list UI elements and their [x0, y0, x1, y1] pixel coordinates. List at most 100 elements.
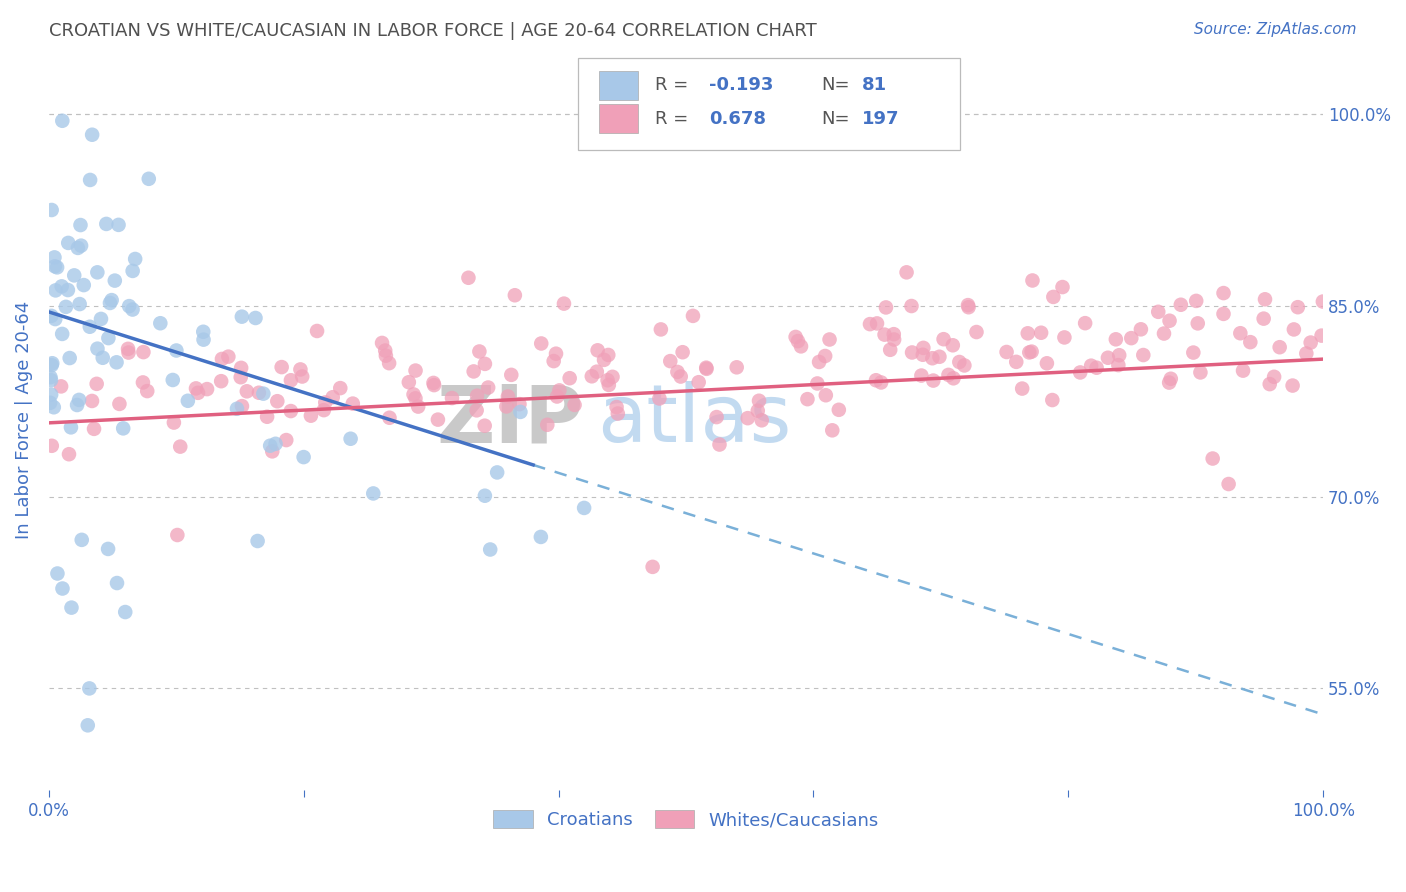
Text: 0.678: 0.678 [709, 110, 766, 128]
Point [586, 343, 609, 358]
Point [1005, 355, 1028, 369]
Point [606, 407, 628, 421]
Point [39, 373, 62, 387]
Point [787, 334, 810, 348]
Point [1201, 451, 1223, 466]
Point [581, 369, 603, 384]
Point [299, 409, 322, 423]
Point [49, 379, 72, 393]
Point [276, 433, 298, 447]
Point [44, 251, 66, 265]
Point [474, 489, 496, 503]
Point [79, 319, 101, 334]
Point [59, 351, 82, 365]
Point [66, 398, 89, 412]
Point [501, 368, 523, 382]
Point [398, 376, 420, 390]
Point [79, 681, 101, 696]
Point [1132, 348, 1154, 362]
Point [231, 360, 253, 375]
Point [1185, 293, 1208, 308]
Point [406, 400, 429, 414]
Point [402, 387, 425, 401]
Point [536, 417, 558, 432]
Point [51, 582, 73, 596]
Point [97, 541, 120, 556]
Point [1258, 377, 1281, 392]
Point [1310, 328, 1333, 343]
Point [1105, 332, 1128, 346]
Point [1080, 359, 1102, 373]
Point [1254, 293, 1277, 307]
Point [1017, 326, 1039, 341]
Point [339, 432, 361, 446]
Point [166, 528, 188, 542]
Point [229, 370, 252, 384]
Point [725, 360, 748, 375]
Point [124, 252, 146, 266]
Text: CROATIAN VS WHITE/CAUCASIAN IN LABOR FORCE | AGE 20-64 CORRELATION CHART: CROATIAN VS WHITE/CAUCASIAN IN LABOR FOR… [49, 22, 817, 40]
Point [184, 381, 207, 395]
Point [132, 376, 155, 390]
Point [121, 264, 143, 278]
Point [361, 486, 384, 500]
Point [86, 376, 108, 391]
Point [1052, 280, 1074, 294]
Point [688, 375, 710, 389]
Point [879, 343, 901, 357]
Point [900, 299, 922, 313]
Point [56, 283, 79, 297]
Point [1187, 317, 1209, 331]
Point [474, 418, 496, 433]
Text: atlas: atlas [598, 381, 792, 459]
Point [305, 324, 328, 338]
Text: 197: 197 [862, 110, 900, 128]
Point [1021, 273, 1043, 287]
Point [1295, 346, 1317, 360]
Point [264, 437, 287, 451]
Point [865, 373, 887, 387]
Point [58, 235, 80, 250]
Point [45, 284, 67, 298]
Point [1218, 477, 1240, 491]
Point [1232, 364, 1254, 378]
Point [709, 437, 731, 451]
Point [596, 373, 619, 387]
Point [91, 351, 114, 365]
Point [468, 344, 491, 359]
Point [1170, 298, 1192, 312]
Point [457, 270, 479, 285]
Text: R =: R = [655, 110, 695, 128]
Text: ZIP: ZIP [437, 381, 583, 459]
Text: N=: N= [821, 77, 849, 95]
Point [641, 560, 664, 574]
Point [211, 351, 233, 366]
Point [564, 398, 586, 412]
Point [83, 422, 105, 436]
Point [921, 351, 943, 366]
Point [737, 411, 759, 425]
Point [314, 395, 336, 409]
Point [422, 376, 444, 390]
Point [814, 349, 837, 363]
Point [496, 389, 519, 403]
Point [39, 387, 62, 401]
Point [706, 410, 728, 425]
Point [374, 343, 396, 358]
Point [546, 390, 568, 404]
Point [1107, 358, 1129, 372]
Point [226, 401, 249, 416]
Point [51, 113, 73, 128]
Point [231, 399, 253, 413]
Point [231, 310, 253, 324]
Point [953, 359, 976, 373]
Point [572, 500, 595, 515]
Point [648, 392, 671, 406]
Point [875, 301, 897, 315]
Point [543, 354, 565, 368]
Point [530, 530, 553, 544]
Point [873, 327, 896, 342]
Point [606, 400, 628, 414]
Point [828, 402, 851, 417]
Point [1253, 311, 1275, 326]
